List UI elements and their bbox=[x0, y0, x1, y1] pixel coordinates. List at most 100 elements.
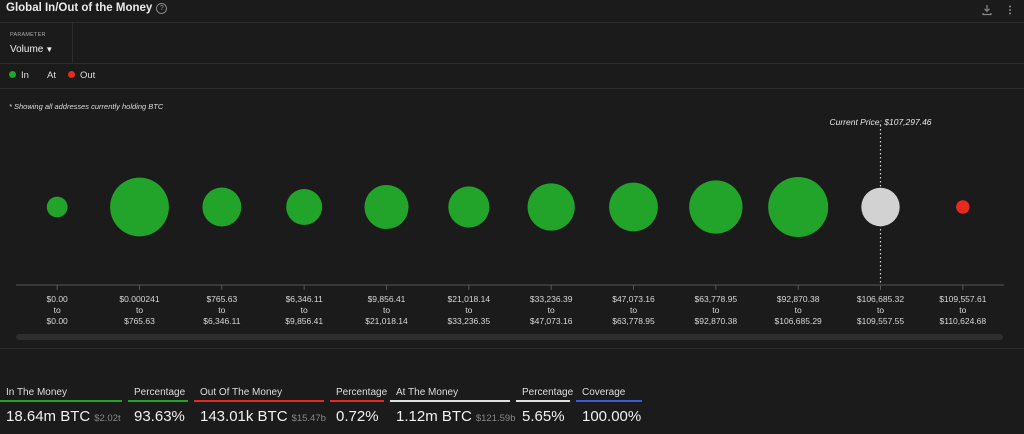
legend-dot-out bbox=[68, 71, 75, 78]
stat-label: Percentage bbox=[522, 387, 574, 398]
stat-value: 143.01k BTC $15.47b bbox=[194, 408, 326, 425]
bubble-12[interactable] bbox=[956, 200, 970, 214]
bubble-chart: $0.00to$0.00$0.000241to$765.63$765.63to$… bbox=[16, 117, 1004, 326]
stat-value-text: 1.12m BTC bbox=[396, 408, 472, 425]
stat-underline bbox=[516, 400, 570, 402]
stat-4: Percentage 0.72% bbox=[330, 386, 388, 425]
x-tick-label: $9,856.41 bbox=[285, 316, 323, 326]
x-tick-label: $63,778.95 bbox=[612, 316, 655, 326]
legend-label-at: At bbox=[47, 70, 56, 81]
stat-value: 100.00% bbox=[576, 408, 642, 425]
parameter-label: PARAMETER bbox=[10, 32, 46, 38]
download-icon[interactable] bbox=[981, 4, 993, 16]
stat-value-text: 93.63% bbox=[134, 408, 185, 425]
stat-value-text: 100.00% bbox=[582, 408, 642, 425]
stat-value: 93.63% bbox=[128, 408, 188, 425]
bubble-1[interactable] bbox=[46, 196, 68, 218]
stat-7: Coverage 100.00% bbox=[576, 386, 642, 425]
x-tick-label: to bbox=[218, 305, 225, 315]
help-circle-icon[interactable]: ? bbox=[156, 3, 168, 14]
stat-label: At The Money bbox=[396, 387, 459, 398]
bubble-9[interactable] bbox=[689, 180, 743, 234]
bubble-7[interactable] bbox=[527, 183, 575, 231]
header-bar: Global In/Out of the Money? bbox=[0, 0, 1024, 23]
legend-label-out: Out bbox=[80, 70, 96, 81]
stat-value: 18.64m BTC $2.02t bbox=[0, 408, 122, 425]
chevron-down-icon: ▼ bbox=[45, 45, 54, 54]
x-tick-label: to bbox=[465, 305, 472, 315]
stat-value-text: 143.01k BTC bbox=[200, 408, 288, 425]
stat-label: In The Money bbox=[6, 387, 67, 398]
divider bbox=[0, 348, 1024, 349]
stat-6: Percentage 5.65% bbox=[516, 386, 574, 425]
stat-label: Percentage bbox=[336, 387, 388, 398]
stat-sub-value: $15.47b bbox=[291, 413, 326, 424]
parameter-selector[interactable]: PARAMETER Volume ▼ bbox=[0, 23, 73, 63]
stats-bar: In The Money 18.64m BTC $2.02t Percentage 93… bbox=[0, 386, 1024, 434]
x-tick-label: to bbox=[795, 305, 802, 315]
stat-value-text: 5.65% bbox=[522, 408, 565, 425]
x-tick-label: $6,346.11 bbox=[203, 316, 240, 326]
x-tick-label: $106,685.29 bbox=[775, 316, 823, 326]
legend-dot-in bbox=[9, 71, 16, 78]
x-tick-label: $21,018.14 bbox=[448, 294, 491, 304]
parameter-value: Volume bbox=[10, 44, 44, 55]
stat-label: Coverage bbox=[582, 387, 626, 398]
bubble-4[interactable] bbox=[286, 189, 323, 225]
parameter-dropdown[interactable]: Volume ▼ bbox=[10, 44, 53, 55]
x-tick-label: to bbox=[383, 305, 390, 315]
x-tick-label: $21,018.14 bbox=[365, 316, 408, 326]
x-tick-label: $109,557.61 bbox=[939, 294, 987, 304]
x-tick-label: $33,236.39 bbox=[530, 294, 573, 304]
stat-2: Percentage 93.63% bbox=[128, 386, 188, 425]
stat-sub-value: $121.59b bbox=[475, 413, 516, 424]
stat-underline bbox=[576, 400, 642, 402]
legend-item-out[interactable]: Out bbox=[68, 70, 95, 81]
divider bbox=[0, 63, 1024, 64]
x-tick-label: to bbox=[959, 305, 966, 315]
legend-label-in: In bbox=[21, 70, 29, 81]
stat-label: Out Of The Money bbox=[200, 387, 283, 398]
page-title: Global In/Out of the Money? bbox=[6, 2, 168, 14]
x-tick-label: to bbox=[54, 305, 61, 315]
stat-3: Out Of The Money 143.01k BTC $15.47b bbox=[194, 386, 326, 425]
stat-1: In The Money 18.64m BTC $2.02t bbox=[0, 386, 122, 425]
stat-label: Percentage bbox=[134, 387, 186, 398]
stat-value: 1.12m BTC $121.59b bbox=[390, 408, 515, 425]
x-tick-label: $0.00 bbox=[47, 294, 69, 304]
stat-underline bbox=[390, 400, 510, 402]
stat-underline bbox=[330, 400, 384, 402]
stat-5: At The Money 1.12m BTC $121.59b bbox=[390, 386, 515, 425]
legend-item-at[interactable]: At bbox=[47, 70, 56, 81]
bubble-5[interactable] bbox=[364, 184, 409, 230]
x-tick-label: $33,236.35 bbox=[448, 316, 491, 326]
chart-note: * Showing all addresses currently holdin… bbox=[9, 102, 164, 111]
legend-item-in[interactable]: In bbox=[9, 70, 29, 81]
x-tick-label: $92,870.38 bbox=[777, 294, 820, 304]
x-tick-label: $9,856.41 bbox=[368, 294, 406, 304]
bubble-3[interactable] bbox=[202, 187, 242, 227]
chart-scrollbar[interactable] bbox=[16, 334, 1003, 340]
x-tick-label: $6,346.11 bbox=[286, 294, 323, 304]
more-vertical-icon[interactable] bbox=[1004, 4, 1016, 16]
x-tick-label: $0.00 bbox=[47, 316, 69, 326]
divider bbox=[0, 88, 1024, 89]
stat-value: 0.72% bbox=[330, 408, 384, 425]
current-price-label: Current Price: $107,297.46 bbox=[829, 117, 931, 127]
bubble-10[interactable] bbox=[768, 177, 829, 237]
stat-value: 5.65% bbox=[516, 408, 570, 425]
x-tick-label: to bbox=[136, 305, 143, 315]
x-tick-label: $0.000241 bbox=[119, 294, 159, 304]
page-title-text: Global In/Out of the Money bbox=[6, 2, 153, 14]
stat-underline bbox=[194, 400, 324, 402]
stat-underline bbox=[128, 400, 188, 402]
bubble-11[interactable] bbox=[861, 187, 900, 227]
x-tick-label: to bbox=[712, 305, 719, 315]
bubble-6[interactable] bbox=[448, 186, 490, 228]
stat-sub-value: $2.02t bbox=[94, 413, 121, 424]
x-tick-label: $765.63 bbox=[206, 294, 237, 304]
x-tick-label: $92,870.38 bbox=[695, 316, 738, 326]
bubble-8[interactable] bbox=[609, 182, 658, 232]
bubble-2[interactable] bbox=[110, 177, 169, 237]
x-tick-label: $106,685.32 bbox=[857, 294, 905, 304]
